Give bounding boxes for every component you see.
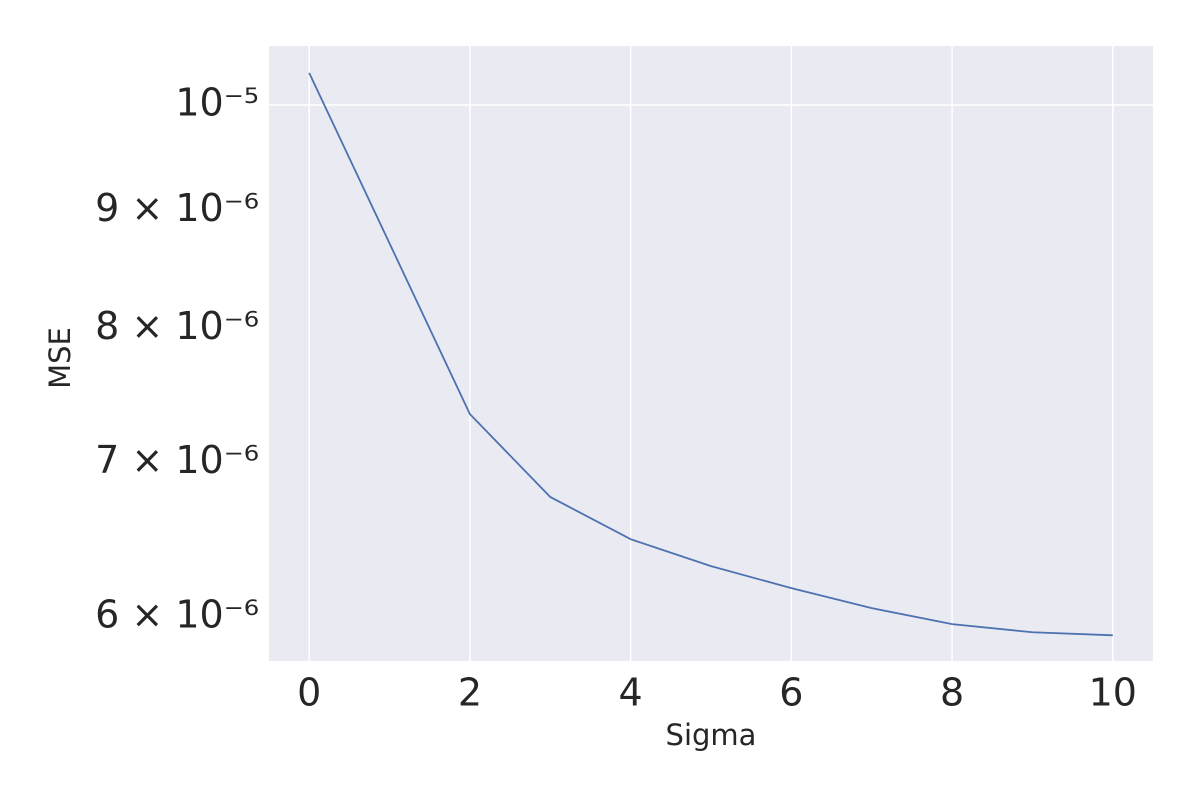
line bbox=[308, 72, 1113, 637]
x-tick-label: 10 bbox=[1089, 671, 1137, 715]
y-tick-label: 10⁻⁵ bbox=[175, 80, 259, 124]
y-minor-tick-label: 7 × 10⁻⁶ bbox=[95, 438, 259, 482]
y-minor-tick-label: 8 × 10⁻⁶ bbox=[95, 304, 259, 348]
x-tick-label: 8 bbox=[940, 671, 964, 715]
plot-area bbox=[269, 46, 1153, 661]
x-tick-label: 0 bbox=[297, 671, 321, 715]
x-tick-label: 2 bbox=[458, 671, 482, 715]
x-tick-label: 4 bbox=[619, 671, 643, 715]
y-minor-tick-label: 6 × 10⁻⁶ bbox=[95, 592, 259, 636]
x-axis-label: Sigma bbox=[666, 718, 757, 752]
x-tick-label: 6 bbox=[779, 671, 803, 715]
y-minor-tick-label: 9 × 10⁻⁶ bbox=[95, 186, 259, 230]
y-axis-label: MSE bbox=[43, 327, 77, 389]
